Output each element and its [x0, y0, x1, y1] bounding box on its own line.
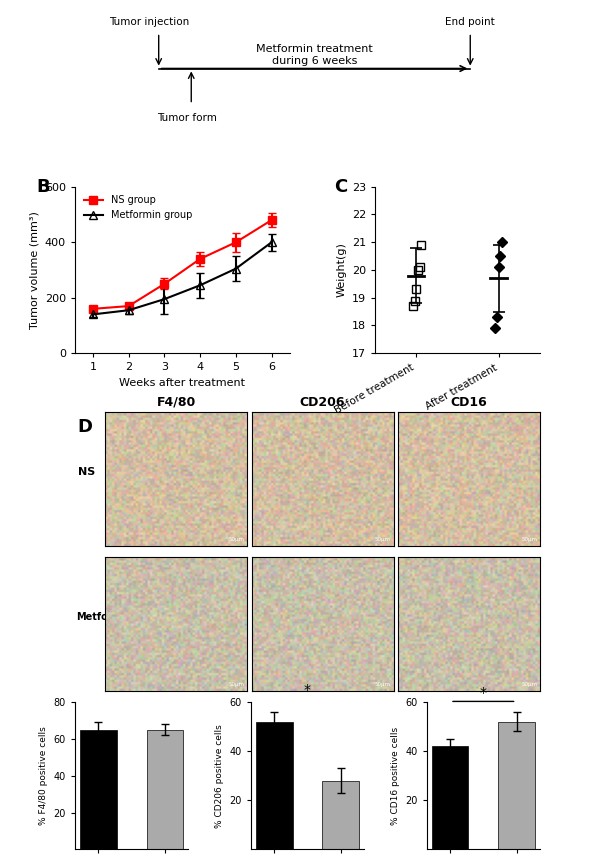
- Text: 50μm: 50μm: [228, 536, 244, 541]
- Bar: [80, 729, 117, 849]
- Text: Metformin: Metformin: [76, 612, 133, 622]
- Text: *: *: [304, 684, 311, 698]
- Text: Tumor form: Tumor form: [157, 113, 217, 124]
- Y-axis label: Weight(g): Weight(g): [336, 243, 346, 298]
- Bar: [498, 722, 535, 849]
- Text: B: B: [37, 178, 50, 196]
- Text: Tumor injection: Tumor injection: [109, 16, 190, 27]
- Text: CD16: CD16: [451, 396, 487, 408]
- Y-axis label: % CD206 positive cells: % CD206 positive cells: [215, 724, 224, 827]
- Text: CD206: CD206: [300, 396, 345, 408]
- Text: 50μm: 50μm: [521, 682, 537, 686]
- Bar: [432, 746, 469, 849]
- Y-axis label: Tumor volume (mm³): Tumor volume (mm³): [29, 211, 39, 329]
- Text: 50μm: 50μm: [228, 682, 244, 686]
- Text: 50μm: 50μm: [521, 536, 537, 541]
- Text: *: *: [480, 686, 487, 700]
- X-axis label: Weeks after treatment: Weeks after treatment: [119, 378, 245, 388]
- Y-axis label: % F4/80 positive cells: % F4/80 positive cells: [39, 726, 48, 825]
- Y-axis label: % CD16 positive cells: % CD16 positive cells: [391, 727, 400, 825]
- Text: Metformin treatment: Metformin treatment: [256, 44, 373, 53]
- Text: during 6 weeks: during 6 weeks: [272, 56, 357, 65]
- Text: C: C: [334, 178, 347, 196]
- Text: End point: End point: [445, 16, 495, 27]
- Legend: NS group, Metformin group: NS group, Metformin group: [80, 191, 196, 224]
- Text: NS: NS: [77, 467, 95, 477]
- Bar: [256, 722, 293, 849]
- Text: 50μm: 50μm: [374, 536, 391, 541]
- Text: 50μm: 50μm: [374, 682, 391, 686]
- Bar: [146, 729, 183, 849]
- Text: F4/80: F4/80: [157, 396, 196, 408]
- Text: D: D: [77, 418, 92, 436]
- Bar: [322, 781, 359, 849]
